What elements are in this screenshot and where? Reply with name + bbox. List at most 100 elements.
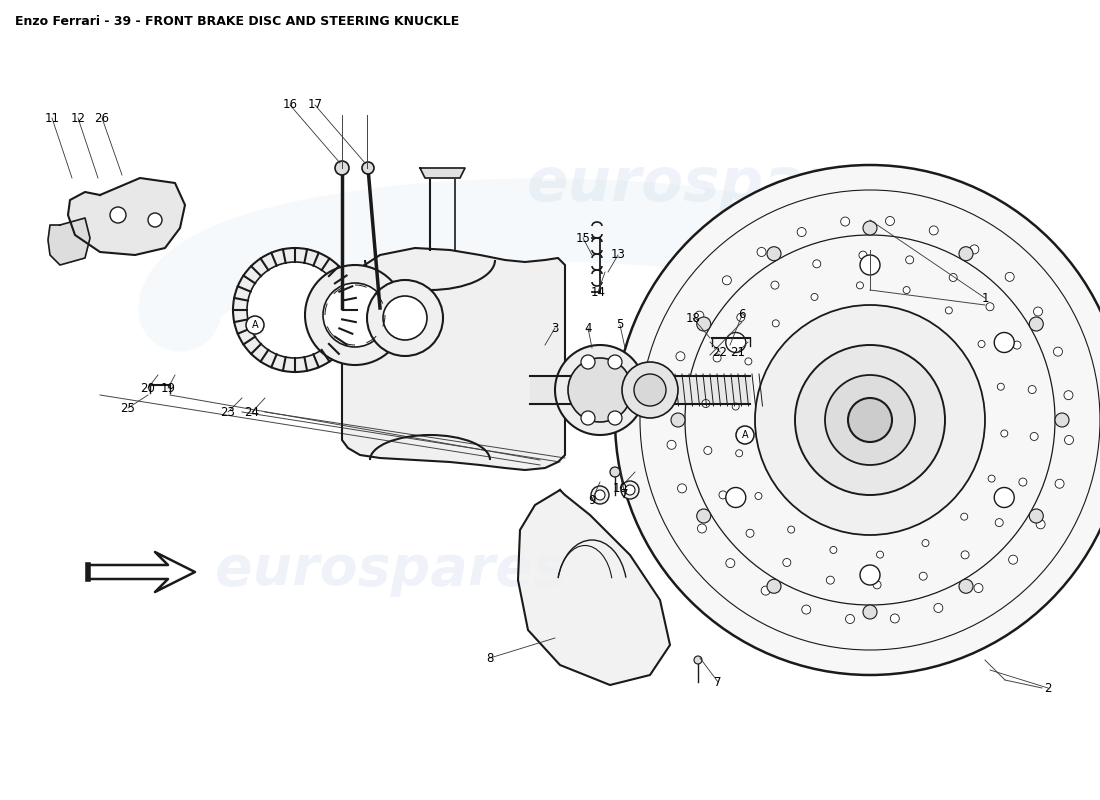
Circle shape [959, 246, 974, 261]
Circle shape [702, 399, 710, 407]
Circle shape [362, 162, 374, 174]
Text: 25: 25 [121, 402, 135, 414]
Circle shape [1030, 509, 1043, 523]
Circle shape [696, 509, 711, 523]
Circle shape [323, 283, 387, 347]
Text: 6: 6 [738, 309, 746, 322]
Circle shape [890, 614, 900, 623]
Circle shape [621, 362, 678, 418]
Text: 9: 9 [588, 494, 596, 506]
Text: 21: 21 [730, 346, 746, 358]
Circle shape [581, 411, 595, 425]
Circle shape [233, 248, 358, 372]
Text: 20: 20 [141, 382, 155, 394]
Circle shape [581, 355, 595, 369]
Circle shape [886, 217, 894, 226]
Circle shape [667, 440, 676, 450]
Text: 23: 23 [221, 406, 235, 418]
Circle shape [788, 526, 794, 533]
Circle shape [860, 565, 880, 585]
Circle shape [970, 245, 979, 254]
Circle shape [877, 551, 883, 558]
Text: eurospares: eurospares [214, 543, 565, 597]
Circle shape [783, 558, 791, 566]
Text: 24: 24 [244, 406, 260, 418]
Circle shape [825, 375, 915, 465]
Circle shape [767, 579, 781, 594]
Text: 11: 11 [44, 111, 59, 125]
Circle shape [840, 217, 849, 226]
Circle shape [383, 296, 427, 340]
Circle shape [930, 226, 938, 235]
Circle shape [733, 403, 739, 410]
Polygon shape [420, 168, 465, 178]
Circle shape [667, 395, 675, 405]
Circle shape [846, 614, 855, 623]
Polygon shape [68, 178, 185, 255]
Circle shape [960, 513, 968, 520]
Circle shape [974, 583, 983, 593]
Circle shape [148, 213, 162, 227]
Text: Enzo Ferrari - 39 - FRONT BRAKE DISC AND STEERING KNUCKLE: Enzo Ferrari - 39 - FRONT BRAKE DISC AND… [15, 15, 460, 28]
Text: 18: 18 [685, 311, 701, 325]
Text: A: A [252, 320, 258, 330]
Text: 5: 5 [616, 318, 624, 331]
Circle shape [949, 274, 957, 282]
Circle shape [978, 341, 986, 347]
Text: 2: 2 [1044, 682, 1052, 694]
Circle shape [873, 581, 881, 589]
Circle shape [1065, 435, 1074, 445]
Circle shape [615, 165, 1100, 675]
Circle shape [813, 260, 821, 268]
Circle shape [723, 276, 732, 285]
Circle shape [755, 305, 984, 535]
Circle shape [634, 374, 665, 406]
Circle shape [994, 333, 1014, 353]
Circle shape [336, 161, 349, 175]
Circle shape [608, 355, 622, 369]
Circle shape [1013, 341, 1021, 349]
Circle shape [248, 262, 343, 358]
Polygon shape [518, 490, 670, 685]
Text: 22: 22 [713, 346, 727, 358]
Circle shape [798, 227, 806, 237]
Circle shape [988, 475, 996, 482]
Text: 15: 15 [575, 231, 591, 245]
Circle shape [905, 256, 914, 264]
Circle shape [1031, 433, 1038, 441]
Circle shape [757, 247, 766, 257]
Circle shape [726, 558, 735, 568]
Circle shape [934, 603, 943, 613]
Circle shape [1034, 307, 1043, 316]
Circle shape [696, 317, 711, 331]
Polygon shape [342, 248, 565, 470]
Circle shape [695, 311, 704, 320]
Circle shape [1055, 413, 1069, 427]
Text: 8: 8 [486, 651, 494, 665]
Circle shape [903, 286, 910, 294]
Circle shape [802, 605, 811, 614]
Circle shape [621, 481, 639, 499]
Circle shape [556, 345, 645, 435]
Circle shape [811, 294, 818, 301]
Circle shape [860, 255, 880, 275]
Circle shape [795, 345, 945, 495]
Text: 26: 26 [95, 111, 110, 125]
Circle shape [998, 383, 1004, 390]
Circle shape [704, 446, 712, 454]
Circle shape [367, 280, 443, 356]
Circle shape [697, 524, 706, 533]
Circle shape [110, 207, 126, 223]
Circle shape [675, 352, 685, 361]
Circle shape [713, 354, 722, 362]
Circle shape [864, 221, 877, 235]
Text: 7: 7 [714, 675, 722, 689]
Circle shape [736, 426, 754, 444]
Circle shape [761, 586, 770, 595]
Circle shape [755, 493, 762, 499]
Circle shape [568, 358, 632, 422]
Circle shape [595, 490, 605, 500]
Circle shape [767, 246, 781, 261]
Circle shape [246, 316, 264, 334]
Circle shape [922, 539, 930, 546]
